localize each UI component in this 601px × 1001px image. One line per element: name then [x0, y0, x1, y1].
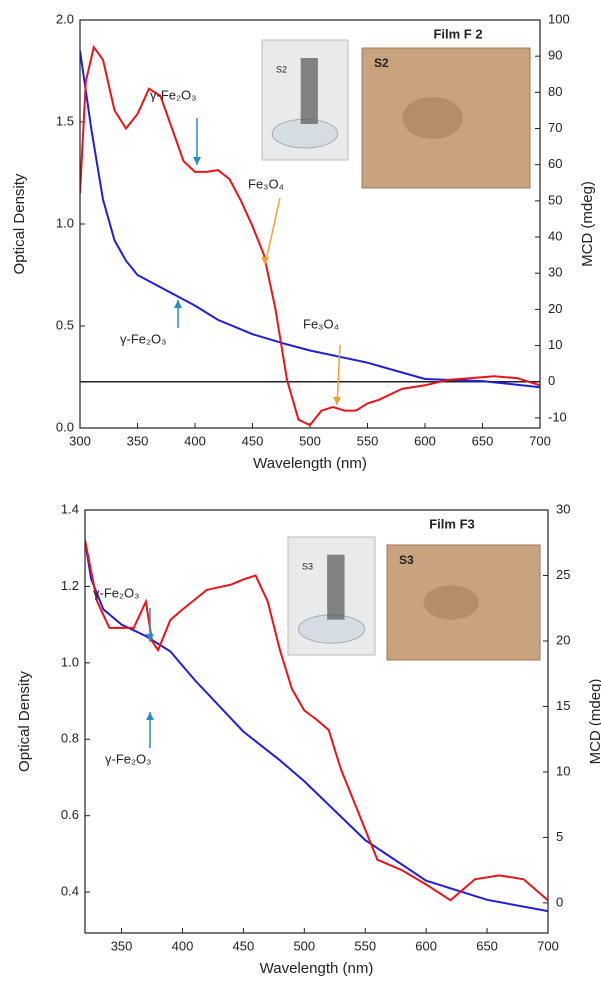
y2-tick-label: 20 [556, 632, 570, 647]
y-tick-label: 1.5 [56, 113, 74, 128]
y2-tick-label: 20 [548, 301, 562, 316]
x-tick-label: 600 [414, 433, 436, 448]
x-tick-label: 500 [299, 433, 321, 448]
film-spot [402, 97, 463, 139]
y-tick-label: 0.4 [61, 884, 79, 899]
y-tick-label: 2.0 [56, 11, 74, 26]
y2-axis-title: MCD (mdeg) [587, 679, 601, 765]
x-tick-label: 350 [127, 433, 149, 448]
annotation: γ-Fe₂O₃ [105, 751, 151, 766]
y2-tick-label: -10 [548, 409, 567, 424]
y2-tick-label: 10 [556, 763, 570, 778]
x-tick-label: 650 [476, 938, 498, 953]
y2-tick-label: 40 [548, 228, 562, 243]
y-tick-label: 1.2 [61, 578, 79, 593]
y2-tick-label: 0 [548, 373, 555, 388]
series-line [80, 44, 540, 427]
y2-tick-label: 5 [556, 829, 563, 844]
x-tick-label: 300 [69, 433, 91, 448]
y-tick-label: 0.8 [61, 731, 79, 746]
y-tick-label: 1.0 [56, 215, 74, 230]
annotation: Fe₃O₄ [303, 316, 339, 331]
x-tick-label: 650 [472, 433, 494, 448]
film-spot [423, 585, 479, 620]
y-axis-title: Optical Density [11, 173, 28, 274]
x-axis-title: Wavelength (nm) [260, 960, 374, 977]
series-line [80, 50, 540, 389]
x-tick-label: 450 [233, 938, 255, 953]
y-tick-label: 1.0 [61, 654, 79, 669]
y2-tick-label: 90 [548, 48, 562, 63]
arrow-head [333, 397, 341, 405]
x-tick-label: 400 [184, 433, 206, 448]
x-tick-label: 500 [293, 938, 315, 953]
y2-tick-label: 70 [548, 120, 562, 135]
inset-title: Film F3 [429, 516, 475, 531]
y2-tick-label: 25 [556, 567, 570, 582]
x-tick-label: 600 [415, 938, 437, 953]
x-tick-label: 700 [537, 938, 559, 953]
y-tick-label: 1.4 [61, 501, 79, 516]
x-tick-label: 400 [172, 938, 194, 953]
y2-tick-label: 100 [548, 11, 570, 26]
y2-tick-label: 10 [548, 337, 562, 352]
y2-axis-title: MCD (mdeg) [579, 181, 596, 267]
arrow-head [146, 712, 154, 720]
arrow-head [174, 300, 182, 308]
inset-title: Film F 2 [433, 26, 482, 41]
arrow-head [261, 257, 269, 265]
y2-tick-label: 60 [548, 156, 562, 171]
y2-tick-label: 50 [548, 192, 562, 207]
y-tick-label: 0.5 [56, 317, 74, 332]
photo-vial [327, 554, 345, 620]
photo-label: S2 [276, 64, 287, 74]
annotation: γ-Fe₂O₃ [150, 87, 196, 102]
film-label: S2 [374, 56, 389, 70]
film-label: S3 [399, 553, 414, 567]
photo-label: S3 [302, 561, 313, 571]
y2-tick-label: 30 [548, 265, 562, 280]
plot-frame [79, 19, 541, 429]
x-tick-label: 550 [354, 938, 376, 953]
x-axis-title: Wavelength (nm) [253, 455, 367, 472]
series-line [85, 540, 548, 913]
annotation: γ-Fe₂O₃ [93, 585, 139, 600]
y-tick-label: 0.0 [56, 419, 74, 434]
y-tick-label: 0.6 [61, 807, 79, 822]
annotation: γ-Fe₂O₃ [120, 331, 166, 346]
x-tick-label: 700 [529, 433, 551, 448]
y2-tick-label: 0 [556, 894, 563, 909]
y2-tick-label: 30 [556, 501, 570, 516]
annotation-arrow [336, 344, 341, 406]
plot-frame [84, 509, 549, 934]
annotation: Fe₃O₄ [248, 176, 284, 191]
arrow-head [193, 157, 201, 165]
photo-vial [300, 58, 318, 124]
x-tick-label: 450 [242, 433, 264, 448]
arrow-head [146, 634, 154, 642]
annotation-arrow [264, 197, 281, 266]
y-axis-title: Optical Density [16, 671, 33, 772]
x-tick-label: 550 [357, 433, 379, 448]
x-tick-label: 350 [111, 938, 133, 953]
y2-tick-label: 15 [556, 698, 570, 713]
y2-tick-label: 80 [548, 84, 562, 99]
